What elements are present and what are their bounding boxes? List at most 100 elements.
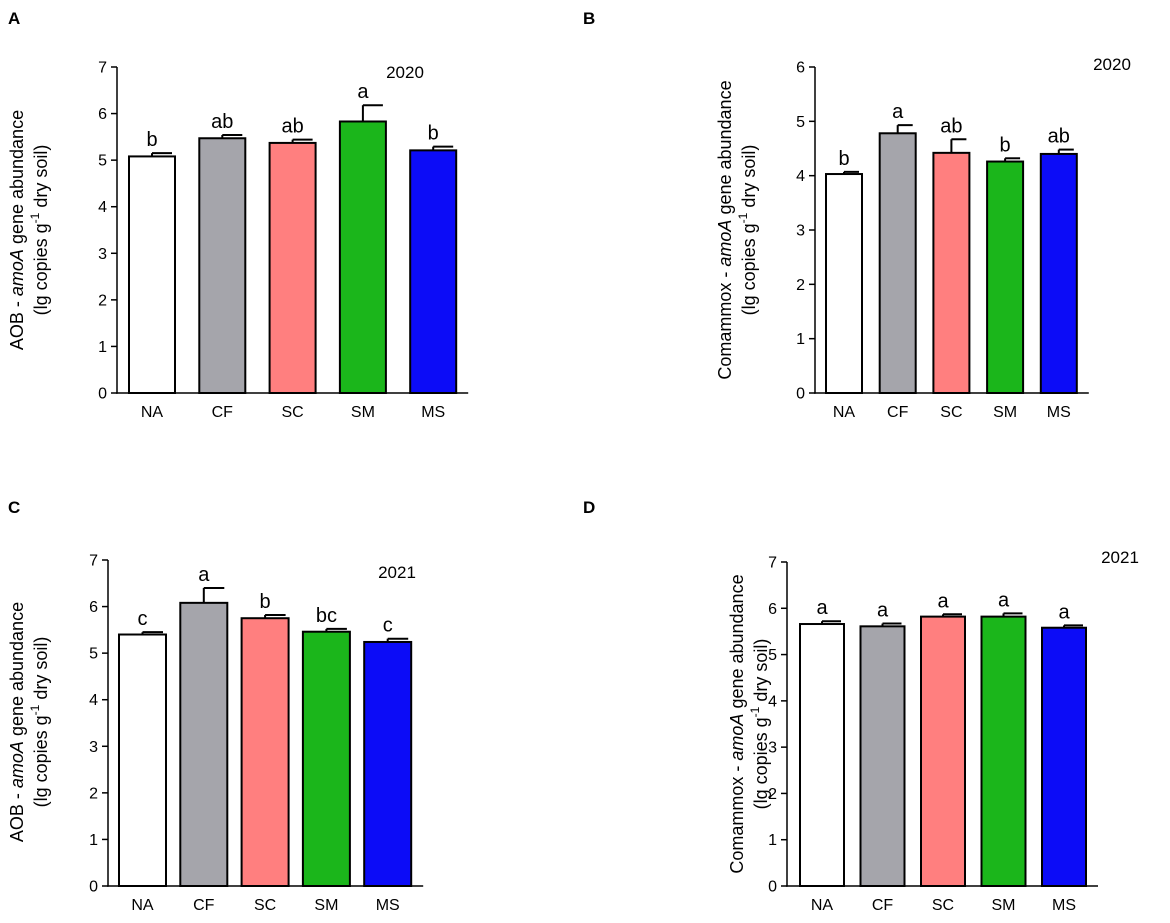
x-tick-label: SM — [351, 404, 375, 421]
bar-MS — [1041, 626, 1087, 887]
y-tick-label: 5 — [98, 153, 107, 170]
significance-label: bc — [316, 605, 337, 627]
y-tick-label: 5 — [89, 646, 98, 663]
bar-SM — [980, 615, 1027, 887]
y-tick-label: 4 — [796, 168, 805, 185]
x-tick-label: MS — [421, 404, 445, 421]
bar-NA — [128, 155, 176, 394]
bar-CF — [859, 625, 906, 888]
bar-SM — [986, 160, 1025, 394]
significance-label: b — [838, 148, 849, 170]
significance-label: b — [1000, 134, 1011, 156]
significance-label: ab — [211, 111, 233, 133]
significance-label: b — [260, 591, 271, 613]
y-tick-label: 4 — [768, 693, 777, 710]
bar-CF — [198, 137, 247, 394]
y-tick-label: 6 — [89, 599, 98, 616]
x-tick-label: CF — [212, 404, 234, 421]
significance-label: a — [1058, 601, 1070, 623]
y-axis-unit: (lg copies g-1 dry soil) — [748, 639, 771, 810]
x-tick-label: MS — [1052, 897, 1076, 914]
x-tick-label: SM — [993, 404, 1017, 421]
panel-letter: B — [583, 9, 595, 28]
bar-CF — [878, 132, 917, 395]
y-tick-label: 3 — [796, 223, 805, 240]
panel-A: A 2020 0 1 2 3 4 5 6 7 b NA ab CF ab SC a SM b MS AOB - amoA… — [7, 9, 469, 421]
y-axis-title: AOB - amoA gene abundance — [7, 602, 27, 842]
significance-label: a — [937, 590, 949, 612]
y-axis-unit: (lg copies g-1 dry soil) — [736, 145, 759, 316]
year-label: 2020 — [1093, 55, 1131, 74]
y-axis-unit: (lg copies g-1 dry soil) — [28, 145, 51, 316]
y-tick-label: 6 — [768, 601, 777, 618]
y-tick-label: 5 — [796, 114, 805, 131]
y-tick-label: 5 — [768, 647, 777, 664]
year-label: 2021 — [1101, 548, 1139, 567]
x-tick-label: SM — [992, 897, 1016, 914]
y-tick-label: 7 — [89, 553, 98, 570]
significance-label: c — [138, 608, 148, 630]
bar-NA — [118, 633, 167, 887]
x-tick-label: CF — [887, 404, 909, 421]
significance-label: b — [146, 129, 157, 151]
year-label: 2021 — [378, 563, 416, 582]
y-tick-label: 0 — [98, 386, 107, 403]
panel-D: D 2021 0 1 2 3 4 5 6 7 a NA a CF a SC a SM a MS Comammox - a… — [583, 498, 1139, 914]
panel-letter: D — [583, 498, 595, 517]
x-tick-label: SM — [314, 897, 338, 914]
significance-label: a — [998, 589, 1010, 611]
bar-SM — [301, 630, 351, 887]
y-tick-label: 6 — [796, 60, 805, 77]
x-tick-label: SC — [281, 404, 303, 421]
y-tick-label: 0 — [796, 386, 805, 403]
x-tick-label: CF — [193, 897, 215, 914]
x-tick-label: NA — [811, 897, 834, 914]
x-tick-label: MS — [1047, 404, 1071, 421]
significance-label: ab — [940, 115, 962, 137]
y-tick-label: 6 — [98, 106, 107, 123]
x-tick-label: NA — [141, 404, 164, 421]
bar-MS — [1039, 152, 1078, 394]
x-tick-label: CF — [872, 897, 894, 914]
bar-NA — [825, 173, 863, 394]
x-tick-label: MS — [376, 897, 400, 914]
y-tick-label: 1 — [768, 832, 777, 849]
x-tick-label: SC — [254, 897, 276, 914]
y-axis-title: AOB - amoA gene abundance — [7, 110, 27, 350]
bar-SC — [920, 615, 966, 887]
significance-label: ab — [1048, 126, 1070, 148]
panel-letter: C — [8, 498, 20, 517]
significance-label: b — [428, 123, 439, 145]
significance-label: a — [892, 101, 904, 123]
x-tick-label: NA — [833, 404, 856, 421]
bar-SC — [240, 617, 290, 887]
panel-B: B 2020 0 1 2 3 4 5 6 b NA a CF ab SC b SM ab MS Comammox - … — [583, 9, 1131, 421]
significance-label: a — [198, 564, 210, 586]
y-tick-label: 1 — [796, 331, 805, 348]
y-tick-label: 2 — [796, 277, 805, 294]
y-tick-label: 7 — [768, 555, 777, 572]
y-tick-label: 3 — [768, 740, 777, 757]
y-tick-label: 0 — [89, 879, 98, 896]
x-tick-label: SC — [932, 897, 954, 914]
y-tick-label: 2 — [768, 786, 777, 803]
significance-label: a — [357, 81, 369, 103]
panel-letter: A — [8, 9, 20, 28]
x-tick-label: SC — [940, 404, 962, 421]
bar-SC — [932, 151, 971, 394]
bar-MS — [409, 149, 458, 394]
significance-label: c — [383, 615, 393, 637]
y-tick-label: 1 — [89, 832, 98, 849]
year-label: 2020 — [386, 63, 424, 82]
bar-NA — [799, 623, 845, 887]
y-axis-title: Comammox - amoA gene abundance — [715, 80, 735, 379]
bar-MS — [363, 640, 413, 887]
bar-CF — [179, 601, 229, 887]
significance-label: a — [877, 600, 889, 622]
bar-SC — [268, 141, 317, 394]
y-axis-title: Comammox - amoA gene abundance — [727, 574, 747, 873]
bar-SM — [338, 120, 387, 394]
y-tick-label: 2 — [98, 292, 107, 309]
y-tick-label: 4 — [98, 199, 107, 216]
